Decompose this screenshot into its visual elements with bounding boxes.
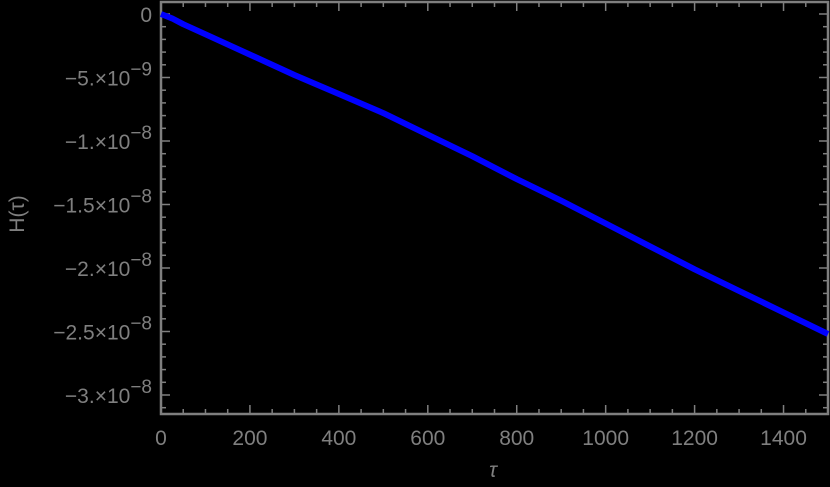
x-axis-title: τ: [489, 459, 498, 482]
x-axis-tick-labels: 0 200 400 600 800 1000 1200 1400: [155, 427, 807, 450]
y-tick-label: −1.×10−8: [65, 123, 152, 154]
x-tick-label: 1200: [671, 427, 718, 450]
y-tick-label: −2.5×10−8: [53, 314, 152, 345]
series-line-h-tau: [159, 11, 830, 337]
y-tick-label: −5.×10−9: [65, 60, 152, 91]
x-tick-label: 1000: [582, 427, 629, 450]
x-axis-ticks: [160, 2, 829, 414]
x-tick-label: 800: [499, 427, 534, 450]
y-tick-label: 0: [140, 4, 152, 27]
x-tick-label: 0: [155, 427, 167, 450]
y-axis-ticks: [161, 13, 828, 409]
y-tick-label: −1.5×10−8: [53, 187, 152, 218]
plot-frame: [159, 0, 830, 416]
y-tick-label: −3.×10−8: [65, 377, 152, 408]
x-tick-label: 600: [410, 427, 445, 450]
y-axis-title: H(τ): [6, 195, 29, 232]
x-tick-label: 1400: [760, 427, 807, 450]
x-tick-label: 400: [321, 427, 356, 450]
y-axis-tick-labels: 0 −5.×10−9 −1.×10−8 −1.5×10−8 −2.×10−8 −2.5×1…: [53, 4, 152, 408]
y-tick-label: −2.×10−8: [65, 250, 152, 281]
x-tick-label: 200: [232, 427, 267, 450]
